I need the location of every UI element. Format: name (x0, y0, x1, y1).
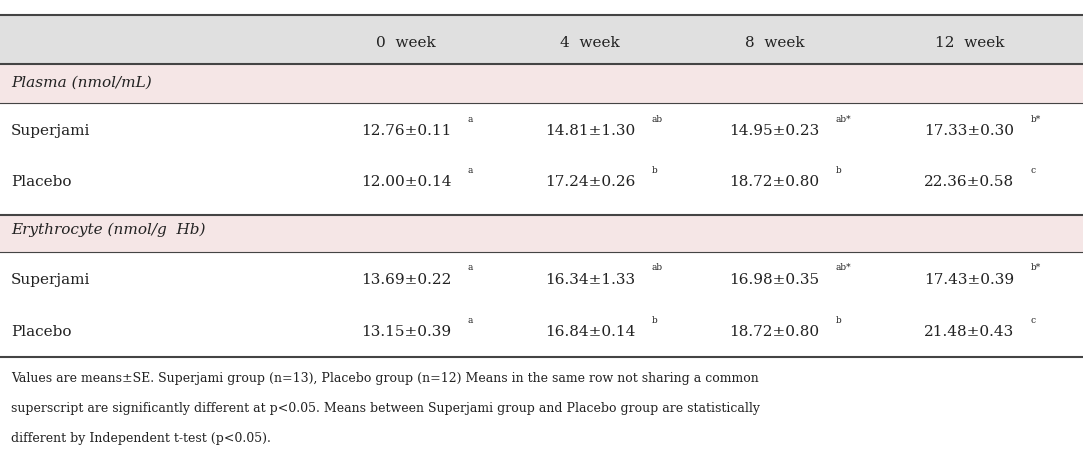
Text: 12  week: 12 week (935, 36, 1004, 49)
Text: b: b (836, 316, 841, 325)
Text: 13.15±0.39: 13.15±0.39 (361, 325, 452, 339)
Text: b: b (836, 166, 841, 175)
Bar (0, 64, 1083, 103)
Text: 8  week: 8 week (744, 36, 805, 49)
Text: 16.84±0.14: 16.84±0.14 (545, 325, 636, 339)
Text: Superjami: Superjami (11, 273, 90, 286)
Text: Values are means±SE. Superjami group (n=13), Placebo group (n=12) Means in the s: Values are means±SE. Superjami group (n=… (11, 372, 758, 385)
Text: 13.69±0.22: 13.69±0.22 (361, 273, 452, 286)
Text: b: b (652, 316, 657, 325)
Text: 16.98±0.35: 16.98±0.35 (729, 273, 820, 286)
Text: ab*: ab* (836, 115, 851, 124)
Text: different by Independent t-test (p<0.05).: different by Independent t-test (p<0.05)… (11, 432, 271, 445)
Text: Plasma (nmol/mL): Plasma (nmol/mL) (11, 75, 152, 89)
Text: a: a (468, 316, 473, 325)
Text: 18.72±0.80: 18.72±0.80 (729, 325, 820, 339)
Bar (0, 215, 1083, 252)
Text: a: a (468, 263, 473, 273)
Text: Placebo: Placebo (11, 325, 71, 339)
Text: b: b (652, 166, 657, 175)
Text: a: a (468, 115, 473, 124)
Text: 12.00±0.14: 12.00±0.14 (361, 175, 452, 189)
Text: ab: ab (652, 115, 663, 124)
Text: b*: b* (1031, 115, 1041, 124)
Text: 18.72±0.80: 18.72±0.80 (729, 175, 820, 189)
Text: 0  week: 0 week (376, 36, 436, 49)
Bar (0, 15, 1083, 64)
Text: 17.24±0.26: 17.24±0.26 (545, 175, 636, 189)
Text: ab*: ab* (836, 263, 851, 273)
Text: 4  week: 4 week (560, 36, 621, 49)
Text: 17.33±0.30: 17.33±0.30 (924, 124, 1015, 138)
Text: 12.76±0.11: 12.76±0.11 (361, 124, 452, 138)
Text: c: c (1031, 166, 1035, 175)
Text: 21.48±0.43: 21.48±0.43 (924, 325, 1015, 339)
Text: ab: ab (652, 263, 663, 273)
Text: superscript are significantly different at p<0.05. Means between Superjami group: superscript are significantly different … (11, 402, 760, 415)
Text: 14.95±0.23: 14.95±0.23 (729, 124, 820, 138)
Text: 22.36±0.58: 22.36±0.58 (924, 175, 1015, 189)
Text: 14.81±1.30: 14.81±1.30 (545, 124, 636, 138)
Text: a: a (468, 166, 473, 175)
Text: b*: b* (1031, 263, 1041, 273)
Text: 16.34±1.33: 16.34±1.33 (545, 273, 636, 286)
Text: 17.43±0.39: 17.43±0.39 (924, 273, 1015, 286)
Text: Erythrocyte (nmol/g  Hb): Erythrocyte (nmol/g Hb) (11, 222, 206, 237)
Text: c: c (1031, 316, 1035, 325)
Text: Placebo: Placebo (11, 175, 71, 189)
Text: Superjami: Superjami (11, 124, 90, 138)
